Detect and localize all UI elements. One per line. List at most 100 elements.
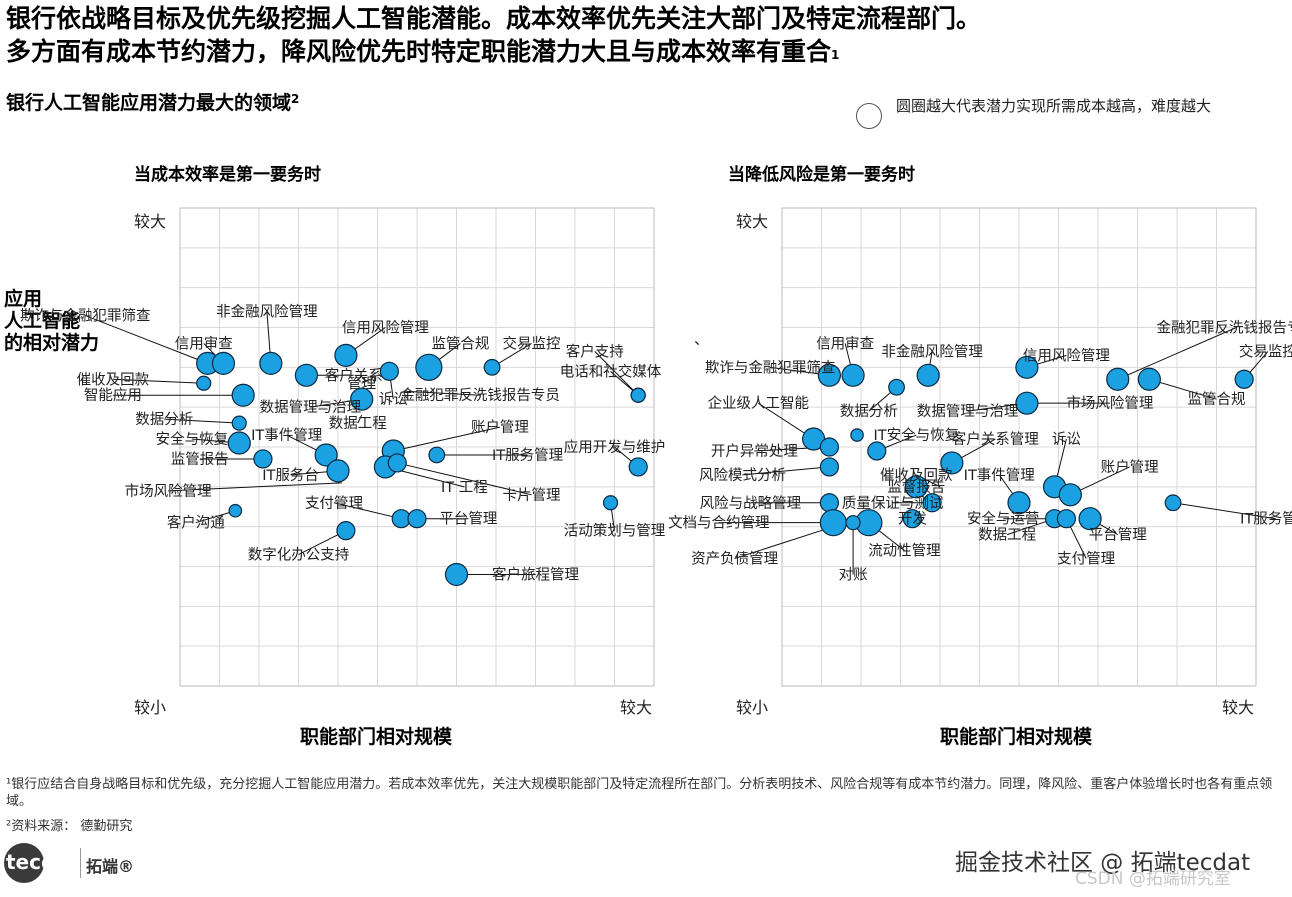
point-label: IT服务管理	[492, 447, 564, 464]
y-axis-label-line1: 应用	[4, 288, 43, 310]
leader-line	[85, 315, 208, 364]
point-label: 资产负债管理	[691, 551, 778, 568]
point-label: 交易监控	[503, 334, 561, 352]
point-label: 风险与战略管理	[700, 495, 802, 512]
bubble-point	[444, 562, 469, 587]
point-label: 催收及回款	[880, 467, 953, 484]
bubble-point	[867, 441, 887, 461]
leader-line	[397, 462, 532, 496]
point-label: 欺诈与金融犯罪筛查	[705, 359, 836, 376]
point-label: 平台管理	[439, 511, 497, 528]
chart2-grid	[781, 207, 1257, 687]
chart2-bubbles	[802, 355, 1254, 537]
bubble-point	[902, 509, 922, 529]
chart2-x-low: 较小	[736, 698, 769, 717]
bubble-point	[1078, 507, 1102, 531]
bubble-point	[1015, 391, 1039, 415]
bubble-point	[819, 493, 840, 513]
point-label: 市场风险管理	[1066, 395, 1153, 412]
point-label: 账户管理	[471, 419, 529, 436]
chart2-x-high: 较大	[1222, 698, 1255, 717]
bubble-point	[483, 358, 501, 376]
point-label: 客户沟通	[167, 515, 225, 532]
bubble-point	[231, 383, 255, 407]
leader-line	[168, 482, 342, 492]
point-label: 流动性管理	[868, 543, 941, 560]
y-axis-label-line2: 人工智能	[4, 310, 81, 332]
point-label: 企业级人工智能	[708, 394, 810, 412]
logo-cn: 拓端®	[86, 857, 135, 876]
legend-circle-icon	[856, 103, 882, 129]
chart2-y-high: 较大	[736, 212, 769, 231]
point-label: 账户管理	[1101, 459, 1159, 476]
logo-brand-text: tecdat	[6, 850, 79, 874]
point-label: 信用审查	[175, 335, 233, 352]
bubble-point	[1137, 367, 1161, 391]
bubble-point	[415, 353, 443, 381]
point-label: 金融犯罪反洗钱报告专员	[400, 387, 560, 404]
chart1-x-low: 较小	[134, 698, 167, 717]
subtitle-footnote-mark: 2	[291, 92, 300, 106]
point-label: 非金融风险管理	[881, 343, 983, 360]
bubble-point	[1056, 509, 1076, 529]
point-label: IT服务台	[262, 467, 319, 484]
bubble-point	[326, 459, 350, 483]
point-label: 非金融风险管理	[216, 304, 318, 321]
point-label: 信用风险管理	[1023, 347, 1110, 364]
bubble-point	[407, 509, 427, 529]
bubble-point	[819, 437, 840, 457]
point-label: 客户关系	[325, 367, 383, 384]
bubble-point	[350, 387, 374, 411]
point-label: 数据分析	[135, 411, 193, 428]
point-label: 应用开发与维护	[564, 438, 666, 456]
point-label: IT服务管理	[1240, 511, 1292, 528]
point-label: 监管合规	[1188, 391, 1246, 408]
bubble-point	[259, 351, 283, 375]
bubble-point	[602, 495, 619, 511]
tecdat-logo-icon	[4, 843, 44, 883]
point-label: 交易监控	[1239, 342, 1292, 360]
bubble-point	[841, 363, 865, 387]
bubble-point	[819, 509, 847, 537]
bubble-point	[845, 515, 861, 531]
point-label: 平台管理	[1089, 527, 1147, 544]
point-label: 欺诈与金融犯罪筛查	[20, 308, 151, 325]
bubble-point	[228, 503, 243, 518]
point-label: 安全与恢复	[156, 430, 229, 448]
headline-line2-text: 多方面有成本节约潜力，降风险优先时特定职能潜力大且与成本效率有重合	[6, 37, 832, 66]
point-label: 支付管理	[1057, 551, 1115, 568]
leader-line	[164, 418, 240, 424]
bubble-point	[940, 451, 964, 475]
point-label: 金融犯罪反洗钱报告专员	[1157, 320, 1292, 337]
leader-line	[357, 414, 363, 424]
bubble-point	[227, 431, 251, 455]
leader-line	[734, 526, 834, 560]
bubble-point	[231, 415, 247, 431]
chart1-x-high: 较大	[620, 698, 653, 717]
watermark-main: 掘金技术社区 @ 拓端tecdat	[955, 850, 1251, 876]
point-label: 质量保证与测试	[842, 495, 944, 512]
logo-brand: tecdat	[6, 850, 78, 874]
leader-line	[594, 351, 639, 396]
point-label: 监管合规	[431, 335, 489, 352]
point-label: 市场风险管理	[125, 483, 212, 500]
point-label: 诉讼	[1052, 431, 1081, 448]
leader-line	[742, 466, 830, 476]
chart1-y-high: 较大	[134, 212, 167, 231]
bubble-point	[314, 443, 338, 467]
point-label: 催收及回款	[77, 371, 150, 388]
chart2-x-axis-label: 职能部门相对规模	[940, 726, 1093, 748]
footnote-1: ¹银行应结合自身战略目标和优先级，充分挖掘人工智能应用潜力。若成本效率优先，关注…	[6, 777, 1273, 809]
bubble-point	[211, 351, 236, 375]
point-label: IT 工程	[441, 479, 488, 496]
headline-line2: 多方面有成本节约潜力，降风险优先时特定职能潜力大且与成本效率有重合1	[6, 35, 1286, 68]
point-label: 风险模式分析	[699, 467, 786, 484]
bubble-point	[1106, 367, 1130, 391]
point-label: 客户支持	[566, 343, 624, 360]
logo-divider	[80, 848, 81, 878]
bubble-point	[817, 363, 842, 387]
bubble-point	[253, 449, 273, 469]
